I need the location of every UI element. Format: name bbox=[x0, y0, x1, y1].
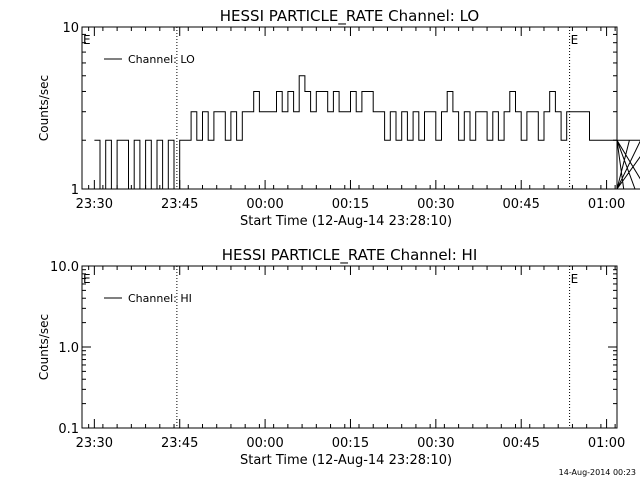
x-tick-label: 00:00 bbox=[246, 197, 283, 212]
y-axis-label: Counts/sec bbox=[37, 75, 51, 141]
plot-frame bbox=[81, 265, 618, 429]
x-tick-label: 00:15 bbox=[332, 197, 369, 212]
chart-title: HESSI PARTICLE_RATE Channel: HI bbox=[222, 246, 478, 265]
legend-corner-label: E bbox=[83, 272, 91, 286]
legend-entry: Channel: LO bbox=[128, 53, 195, 66]
x-tick-label: 01:00 bbox=[588, 436, 625, 451]
x-tick-label: 01:00 bbox=[588, 197, 625, 212]
x-tick-label: 23:30 bbox=[76, 436, 113, 451]
y-tick-label: 1.0 bbox=[58, 341, 79, 356]
y-tick-label: 1 bbox=[71, 183, 79, 198]
x-tick-label: 23:30 bbox=[76, 197, 113, 212]
x-tick-label: 00:30 bbox=[417, 436, 454, 451]
x-tick-label: 00:30 bbox=[417, 197, 454, 212]
chart-title: HESSI PARTICLE_RATE Channel: LO bbox=[220, 7, 479, 26]
y-axis-label: Counts/sec bbox=[37, 314, 51, 380]
event-marker-label: E bbox=[571, 272, 579, 286]
x-tick-label: 00:45 bbox=[502, 436, 539, 451]
series-line bbox=[94, 75, 640, 190]
event-marker-label: E bbox=[571, 33, 579, 47]
plot-frame bbox=[81, 26, 618, 190]
y-tick-label: 10.0 bbox=[50, 260, 79, 275]
x-tick-label: 23:45 bbox=[161, 197, 198, 212]
x-tick-label: 00:45 bbox=[502, 197, 539, 212]
x-tick-label: 23:45 bbox=[161, 436, 198, 451]
legend-entry: Channel: HI bbox=[128, 292, 192, 305]
y-tick-label: 0.1 bbox=[58, 422, 79, 437]
x-tick-label: 00:15 bbox=[332, 436, 369, 451]
timestamp: 14-Aug-2014 00:23 bbox=[559, 468, 636, 477]
x-tick-label: 00:00 bbox=[246, 436, 283, 451]
legend-corner-label: E bbox=[83, 33, 91, 47]
y-tick-label: 10 bbox=[62, 21, 79, 36]
x-axis-label: Start Time (12-Aug-14 23:28:10) bbox=[240, 453, 452, 468]
chart-panel-1: HESSI PARTICLE_RATE Channel: LO Counts/se… bbox=[37, 7, 640, 229]
chart-panel-2: HESSI PARTICLE_RATE Channel: HI Counts/se… bbox=[37, 246, 625, 468]
x-axis-label: Start Time (12-Aug-14 23:28:10) bbox=[240, 214, 452, 229]
